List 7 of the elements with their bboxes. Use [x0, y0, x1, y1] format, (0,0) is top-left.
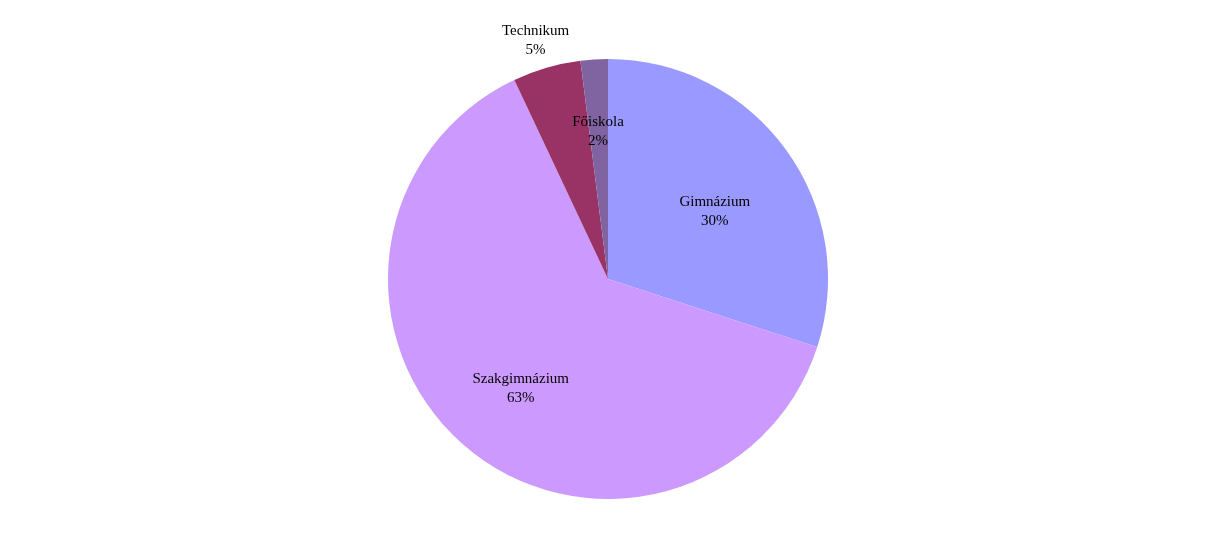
slice-label: Gimnázium — [679, 193, 751, 210]
data-label: 30% — [701, 212, 729, 229]
data-label: 5% — [525, 40, 546, 57]
slice-label: Technikum — [501, 21, 570, 38]
slice-label: Szakgimnázium — [472, 370, 570, 387]
data-label: 2% — [588, 131, 609, 148]
data-label: 63% — [506, 389, 535, 406]
